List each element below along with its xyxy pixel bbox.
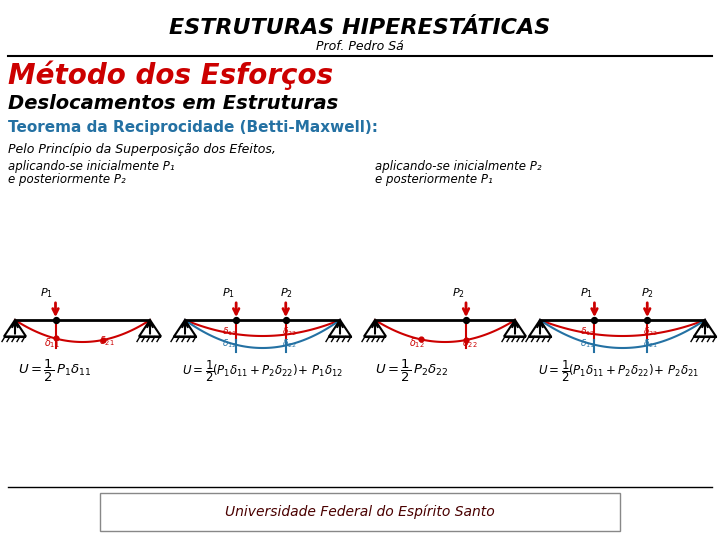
Text: Deslocamentos em Estruturas: Deslocamentos em Estruturas	[8, 94, 338, 113]
Text: $U = \dfrac{1}{2}\!\left(P_1\delta_{11}+P_2\delta_{22}\right)\!+\,P_2\delta_{21}: $U = \dfrac{1}{2}\!\left(P_1\delta_{11}+…	[538, 359, 699, 384]
Text: ESTRUTURAS HIPERESTÁTICAS: ESTRUTURAS HIPERESTÁTICAS	[169, 18, 551, 38]
Text: $P_1$: $P_1$	[40, 286, 53, 300]
Text: Universidade Federal do Espírito Santo: Universidade Federal do Espírito Santo	[225, 505, 495, 519]
Text: $\delta_{11}$: $\delta_{11}$	[43, 336, 60, 350]
Text: $U = \dfrac{1}{2}\!\left(P_1\delta_{11}+P_2\delta_{22}\right)\!+\,P_1\delta_{12}: $U = \dfrac{1}{2}\!\left(P_1\delta_{11}+…	[182, 359, 343, 384]
Text: $U = \dfrac{1}{2}\,P_2\delta_{22}$: $U = \dfrac{1}{2}\,P_2\delta_{22}$	[375, 359, 449, 384]
Text: $\delta_{11}$: $\delta_{11}$	[222, 325, 237, 338]
Text: aplicando-se inicialmente P₁: aplicando-se inicialmente P₁	[8, 160, 175, 173]
Point	[50, 316, 61, 325]
Text: $\delta_{12}$: $\delta_{12}$	[222, 337, 237, 349]
Text: $\delta_{22}$: $\delta_{22}$	[462, 336, 478, 350]
Point	[460, 316, 472, 325]
Point	[589, 316, 600, 325]
Point	[97, 336, 109, 345]
Text: e posteriormente P₂: e posteriormente P₂	[8, 173, 126, 186]
Text: e posteriormente P₁: e posteriormente P₁	[375, 173, 492, 186]
Text: $U = \dfrac{1}{2}\,P_1\delta_{11}$: $U = \dfrac{1}{2}\,P_1\delta_{11}$	[18, 359, 91, 384]
Point	[50, 334, 61, 343]
Text: aplicando-se inicialmente P₂: aplicando-se inicialmente P₂	[375, 160, 541, 173]
Text: Teorema da Reciprocidade (Betti-Maxwell):: Teorema da Reciprocidade (Betti-Maxwell)…	[8, 120, 378, 135]
Point	[415, 335, 427, 344]
Text: $P_1$: $P_1$	[580, 286, 593, 300]
Text: $\delta_{22}$: $\delta_{22}$	[282, 325, 297, 338]
Point	[230, 316, 242, 325]
Text: Método dos Esforços: Método dos Esforços	[8, 60, 333, 90]
Point	[460, 336, 472, 345]
Text: $\delta_{12}$: $\delta_{12}$	[409, 336, 425, 350]
Text: $P_2$: $P_2$	[452, 286, 465, 300]
Text: $P_1$: $P_1$	[222, 286, 235, 300]
Text: $\delta_{12}$: $\delta_{12}$	[580, 325, 595, 338]
Text: $\delta_{21}$: $\delta_{21}$	[643, 337, 658, 349]
Text: $P_2$: $P_2$	[280, 286, 292, 300]
Text: $P_2$: $P_2$	[642, 286, 654, 300]
Point	[280, 316, 292, 325]
Text: $\delta_{11}$: $\delta_{11}$	[580, 337, 595, 349]
Text: Prof. Pedro Sá: Prof. Pedro Sá	[316, 40, 404, 53]
Text: $\delta_{21}$: $\delta_{21}$	[99, 334, 114, 348]
Point	[642, 316, 653, 325]
Text: $\delta_{22}$: $\delta_{22}$	[282, 337, 297, 349]
Text: Pelo Princípio da Superposição dos Efeitos,: Pelo Princípio da Superposição dos Efeit…	[8, 143, 276, 156]
Text: $\delta_{22}$: $\delta_{22}$	[643, 325, 658, 338]
FancyBboxPatch shape	[100, 493, 620, 531]
